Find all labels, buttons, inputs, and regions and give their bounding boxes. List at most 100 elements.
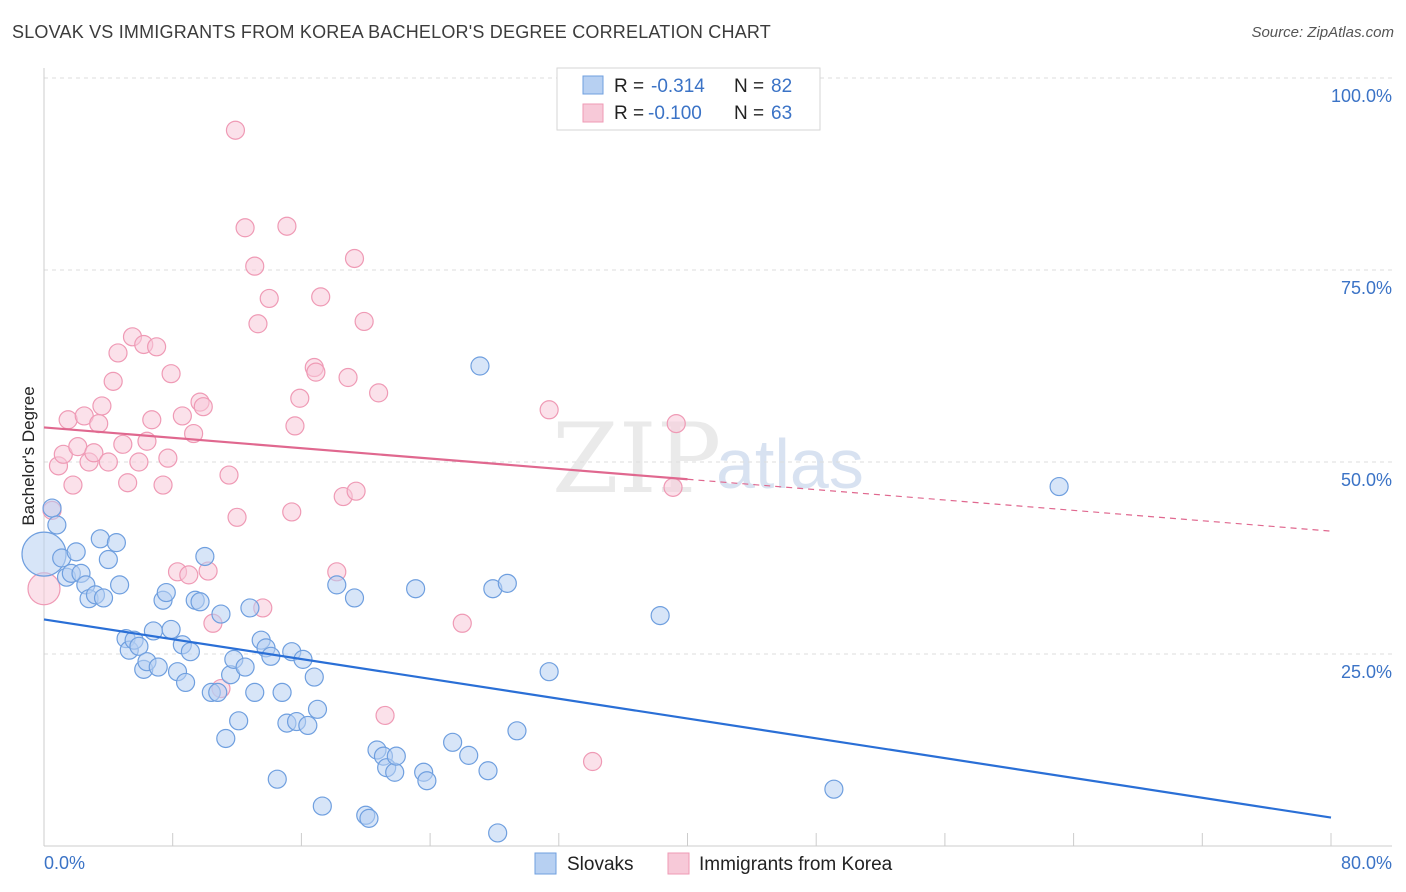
korea-point [354,311,374,332]
legend-n-value-1: 82 [771,76,792,97]
slovaks-point [47,515,67,535]
korea-point [235,218,255,238]
slovaks-point [245,682,265,703]
korea-trend-line [43,426,688,481]
legend-box: R = -0.314 N = 82 R = -0.100 N = 63 [556,67,821,131]
korea-point [118,473,138,493]
chart-title: SLOVAK VS IMMIGRANTS FROM KOREA BACHELOR… [12,22,771,42]
korea-point [89,414,109,434]
slovaks-point [93,588,114,608]
korea-point [68,437,88,457]
korea-point [147,337,167,357]
korea-point [346,481,366,501]
y-tick-label-75: 75.0% [1341,278,1392,298]
y-tick-label-50: 50.0% [1341,470,1392,490]
bottom-legend-korea-swatch [667,852,690,875]
legend-r-value-2: -0.100 [648,103,702,124]
slovaks-point [267,769,287,789]
slovaks-point [229,711,249,731]
slovaks-point [824,779,844,799]
legend-slovaks-swatch [582,75,604,95]
korea-point [142,410,162,430]
korea-point [92,396,112,416]
korea-point [282,502,302,522]
korea-point [227,507,247,527]
x-axis-ticks [43,833,1332,846]
korea-point [129,452,149,472]
legend-n-label-1: N = [734,76,764,97]
korea-point [277,216,297,236]
korea-point [84,443,104,463]
korea-point [219,465,239,485]
slovaks-point [175,672,196,693]
y-axis-label: Bachelor's Degree [19,386,38,525]
korea-point [27,572,61,606]
slovaks-point [148,657,168,677]
slovaks-point [386,746,406,766]
slovaks-point [106,533,126,553]
korea-point [179,565,199,585]
korea-point [452,613,472,633]
slovaks-point [190,592,210,612]
legend-r-label-1: R = [614,76,644,97]
korea-point [193,397,213,417]
slovaks-point [344,588,365,608]
slovaks-point [1049,476,1069,497]
slovaks-point [359,808,379,828]
slovaks-point [98,549,118,570]
slovaks-point [304,667,324,687]
slovaks-point [208,682,228,703]
slovaks-point [470,356,490,376]
slovaks-point [180,642,200,662]
slovaks-point [507,721,527,741]
korea-point [58,410,78,430]
watermark-zip: ZIP [552,403,721,515]
korea-point [311,287,331,307]
bottom-legend-slovaks-label: Slovaks [567,854,634,875]
bottom-legend-slovaks-swatch [534,852,557,875]
slovaks-point [110,575,130,595]
slovaks-point [539,662,559,682]
y-axis-tick-labels: 25.0% 50.0% 75.0% 100.0% [1331,86,1392,682]
slovaks-point [42,498,62,518]
slovaks-point [298,715,318,736]
x-tick-label-min: 0.0% [44,853,85,873]
korea-point [259,288,279,309]
slovaks-point [478,761,498,781]
trend-lines [43,426,1332,819]
korea-point [666,414,686,434]
korea-point [338,367,358,388]
slovaks-point [307,699,328,719]
watermark-atlas: atlas [716,425,864,503]
korea-point [172,406,192,426]
korea-point [285,416,305,436]
slovaks-trend-line [43,618,1332,819]
slovaks-point [312,796,332,816]
gridlines [44,77,1392,655]
korea-point [344,248,365,269]
korea-trend-line-extension [687,478,1332,532]
slovaks-point [161,619,181,640]
korea-point [98,452,118,472]
slovaks-point [406,579,426,599]
slovaks-point [90,529,110,549]
slovaks-point [272,682,292,703]
x-tick-label-max: 80.0% [1341,853,1392,873]
korea-point [153,475,173,495]
korea-point [582,751,603,772]
korea-point [158,448,178,468]
series-slovaks-points [21,356,1069,843]
slovaks-point [129,636,149,656]
slovaks-point [327,575,347,595]
korea-point [108,343,128,363]
korea-point [63,475,83,495]
legend-r-label-2: R = [614,103,644,124]
slovaks-point [66,542,86,562]
bottom-legend-korea-label: Immigrants from Korea [699,854,893,875]
korea-point [369,383,389,403]
korea-point [103,371,123,391]
slovaks-point [488,823,508,843]
korea-point [161,364,181,384]
y-tick-label-100: 100.0% [1331,86,1392,106]
